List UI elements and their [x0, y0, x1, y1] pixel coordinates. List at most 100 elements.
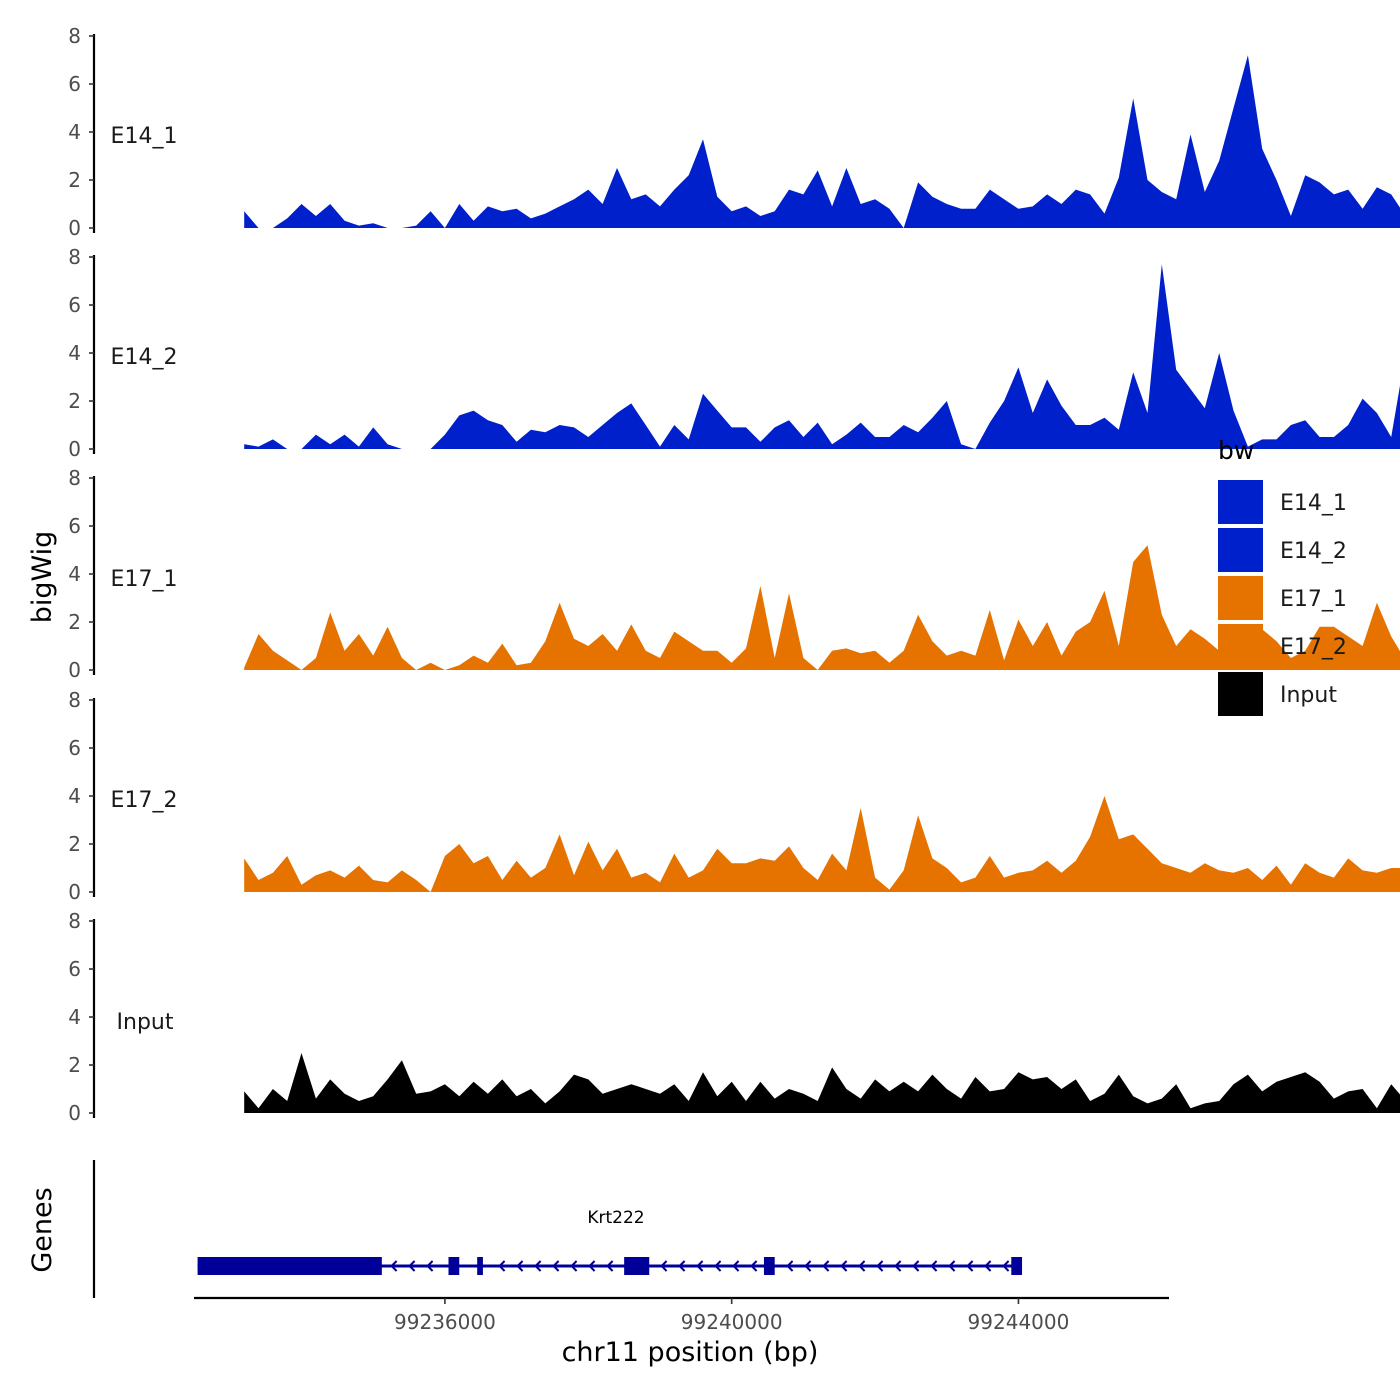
- gene-layer: Krt222: [92, 1160, 1023, 1298]
- x-tick-label: 99236000: [394, 1310, 496, 1334]
- exon: [477, 1257, 483, 1275]
- track-label: E17_2: [111, 788, 178, 813]
- legend-swatch: [1218, 672, 1263, 716]
- legend-label: E17_1: [1280, 587, 1347, 612]
- tracks-layer: 0 2 4 6 8 E14_1 0 2 4 6 8 E14_2 0 2 4 6 8 E17_1 0 2 4 6 8 E17_2…: [68, 24, 1400, 1125]
- strand-arrow: [894, 1260, 902, 1272]
- area-e17-1: [244, 545, 1400, 670]
- y-tick-label: 2: [68, 610, 81, 634]
- strand-arrow: [408, 1260, 416, 1272]
- strand-arrow: [606, 1260, 614, 1272]
- strand-arrow: [822, 1260, 830, 1272]
- strand-arrow: [876, 1260, 884, 1272]
- legend-label: Input: [1280, 683, 1337, 708]
- legend-item-e14-1: E14_1: [1218, 480, 1347, 524]
- legend-swatch: [1218, 624, 1263, 668]
- y-axis-title: bigWig: [27, 531, 58, 624]
- track-e14-2: 0 2 4 6 8 E14_2: [68, 245, 1400, 461]
- track-e17-1: 0 2 4 6 8 E17_1: [68, 466, 1400, 682]
- area-e14-1: [244, 55, 1400, 228]
- legend-item-e17-2: E17_2: [1218, 624, 1347, 668]
- y-tick-label: 4: [68, 784, 81, 808]
- area-e14-2: [244, 264, 1400, 449]
- track-label: E17_1: [111, 567, 178, 592]
- y-tick-label: 0: [68, 658, 81, 682]
- y-tick-label: 6: [68, 293, 81, 317]
- legend-swatch: [1218, 576, 1263, 620]
- y-tick-label: 8: [68, 466, 81, 490]
- legend-item-e14-2: E14_2: [1218, 528, 1347, 572]
- exon: [763, 1257, 775, 1275]
- track-label: E14_1: [111, 124, 178, 149]
- legend-label: E17_2: [1280, 635, 1347, 660]
- y-tick-label: 6: [68, 514, 81, 538]
- strand-arrow: [750, 1260, 758, 1272]
- strand-arrow: [678, 1260, 686, 1272]
- y-tick-label: 4: [68, 1005, 81, 1029]
- x-tick-label: 99240000: [681, 1310, 783, 1334]
- y-tick-label: 2: [68, 832, 81, 856]
- y-tick-label: 0: [68, 437, 81, 461]
- legend-item-input: Input: [1218, 672, 1337, 716]
- strand-arrow: [552, 1260, 560, 1272]
- track-label: Input: [117, 1010, 174, 1035]
- y-tick-label: 6: [68, 957, 81, 981]
- track-input: 0 2 4 6 8 Input: [68, 909, 1400, 1125]
- exon: [1011, 1257, 1023, 1275]
- area-input: [244, 1053, 1400, 1113]
- strand-arrow: [696, 1260, 704, 1272]
- strand-arrow: [966, 1260, 974, 1272]
- y-tick-label: 2: [68, 389, 81, 413]
- strand-arrow: [930, 1260, 938, 1272]
- track-e14-1: 0 2 4 6 8 E14_1: [68, 24, 1400, 240]
- strand-arrow: [948, 1260, 956, 1272]
- strand-arrow: [984, 1260, 992, 1272]
- strand-arrow: [858, 1260, 866, 1272]
- legend: bw E14_1 E14_2 E17_1 E17_2 Input: [1218, 436, 1347, 716]
- y-tick-label: 6: [68, 72, 81, 96]
- y-tick-label: 0: [68, 1101, 81, 1125]
- gene-label: Krt222: [587, 1208, 644, 1228]
- legend-label: E14_1: [1280, 491, 1347, 516]
- strand-arrow: [570, 1260, 578, 1272]
- y-tick-label: 8: [68, 245, 81, 269]
- track-label: E14_2: [111, 345, 178, 370]
- exon: [197, 1257, 382, 1275]
- strand-arrow: [390, 1260, 398, 1272]
- y-tick-label: 4: [68, 562, 81, 586]
- track-e17-2: 0 2 4 6 8 E17_2: [68, 688, 1400, 904]
- genes-axis-title: Genes: [27, 1187, 58, 1272]
- y-tick-label: 0: [68, 216, 81, 240]
- y-tick-label: 8: [68, 688, 81, 712]
- strand-arrow: [588, 1260, 596, 1272]
- strand-arrow: [426, 1260, 434, 1272]
- strand-arrow: [786, 1260, 794, 1272]
- strand-arrow: [660, 1260, 668, 1272]
- strand-arrow: [732, 1260, 740, 1272]
- x-axis: 99236000 99240000 99244000: [194, 1296, 1169, 1334]
- y-tick-label: 4: [68, 341, 81, 365]
- y-tick-label: 8: [68, 909, 81, 933]
- area-e17-2: [244, 796, 1400, 892]
- y-tick-label: 6: [68, 736, 81, 760]
- strand-arrow: [804, 1260, 812, 1272]
- legend-label: E14_2: [1280, 539, 1347, 564]
- exon: [624, 1257, 650, 1275]
- exon: [448, 1257, 460, 1275]
- legend-title: bw: [1218, 436, 1254, 465]
- legend-item-e17-1: E17_1: [1218, 576, 1347, 620]
- x-tick-label: 99244000: [968, 1310, 1070, 1334]
- y-tick-label: 2: [68, 1053, 81, 1077]
- y-tick-label: 4: [68, 120, 81, 144]
- strand-arrow: [840, 1260, 848, 1272]
- y-tick-label: 8: [68, 24, 81, 48]
- strand-arrow: [534, 1260, 542, 1272]
- x-axis-title: chr11 position (bp): [562, 1337, 819, 1368]
- strand-arrow: [1002, 1260, 1010, 1272]
- strand-arrow: [516, 1260, 524, 1272]
- legend-swatch: [1218, 528, 1263, 572]
- strand-arrow: [498, 1260, 506, 1272]
- legend-swatch: [1218, 480, 1263, 524]
- strand-arrow: [912, 1260, 920, 1272]
